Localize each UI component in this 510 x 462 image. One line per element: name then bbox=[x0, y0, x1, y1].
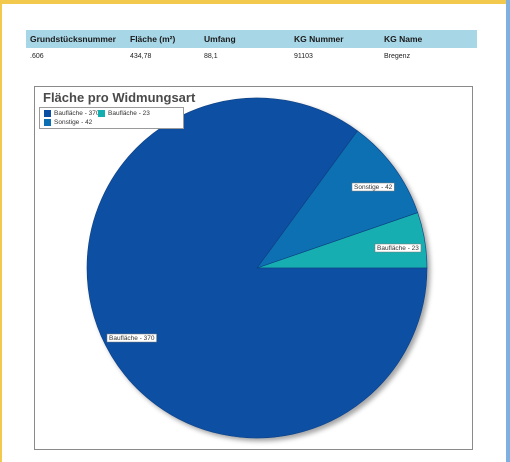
cell-kg-nummer: 91103 bbox=[294, 52, 313, 60]
column-header-kg-name: KG Name bbox=[380, 30, 477, 48]
property-table: Grundstücksnummer Fläche (m²) Umfang KG … bbox=[26, 30, 477, 64]
pie-slice bbox=[256, 130, 419, 269]
slice-data-label: Baufläche - 23 bbox=[377, 245, 419, 252]
window-top-border bbox=[0, 0, 510, 4]
table-row: .606 434,78 88,1 91103 Bregenz bbox=[26, 48, 477, 64]
slice-data-label: Sonstige - 42 bbox=[354, 184, 393, 191]
legend-item: Baufläche - 23 bbox=[98, 110, 150, 117]
window-left-border bbox=[0, 0, 2, 462]
legend-label: Baufläche - 370 bbox=[54, 110, 100, 117]
legend-item: Baufläche - 370 bbox=[44, 110, 100, 117]
pie-chart: Baufläche - 23 Sonstige - 42 Baufläche - 3… bbox=[86, 97, 428, 439]
pie-slice bbox=[86, 97, 428, 439]
column-header-umfang: Umfang bbox=[200, 30, 290, 48]
cell-kg-name: Bregenz bbox=[384, 52, 411, 60]
table-header-row: Grundstücksnummer Fläche (m²) Umfang KG … bbox=[26, 30, 477, 48]
legend-swatch-icon bbox=[44, 119, 51, 126]
cell-umfang: 88,1 bbox=[204, 52, 218, 60]
chart-legend: Baufläche - 370 Baufläche - 23 Sonstige … bbox=[39, 107, 184, 129]
legend-label: Sonstige - 42 bbox=[54, 119, 93, 126]
cell-grundstuecksnummer: .606 bbox=[30, 52, 44, 60]
chart-title: Fläche pro Widmungsart bbox=[43, 90, 196, 105]
slice-data-label-box bbox=[351, 182, 395, 192]
legend-swatch-icon bbox=[44, 110, 51, 117]
column-header-grundstuecksnummer: Grundstücksnummer bbox=[26, 30, 126, 48]
pie-chart-panel: Baufläche - 23 Sonstige - 42 Baufläche - 3… bbox=[34, 86, 473, 450]
slice-data-label: Baufläche - 370 bbox=[109, 335, 155, 342]
slice-data-label-box bbox=[374, 243, 422, 253]
column-header-kg-nummer: KG Nummer bbox=[290, 30, 380, 48]
legend-item: Sonstige - 42 bbox=[44, 119, 92, 126]
slice-data-label-box bbox=[106, 333, 157, 343]
cell-flaeche: 434,78 bbox=[130, 52, 152, 60]
legend-swatch-icon bbox=[98, 110, 105, 117]
legend-label: Baufläche - 23 bbox=[108, 110, 150, 117]
column-header-flaeche: Fläche (m²) bbox=[126, 30, 200, 48]
window-right-border bbox=[506, 0, 510, 462]
